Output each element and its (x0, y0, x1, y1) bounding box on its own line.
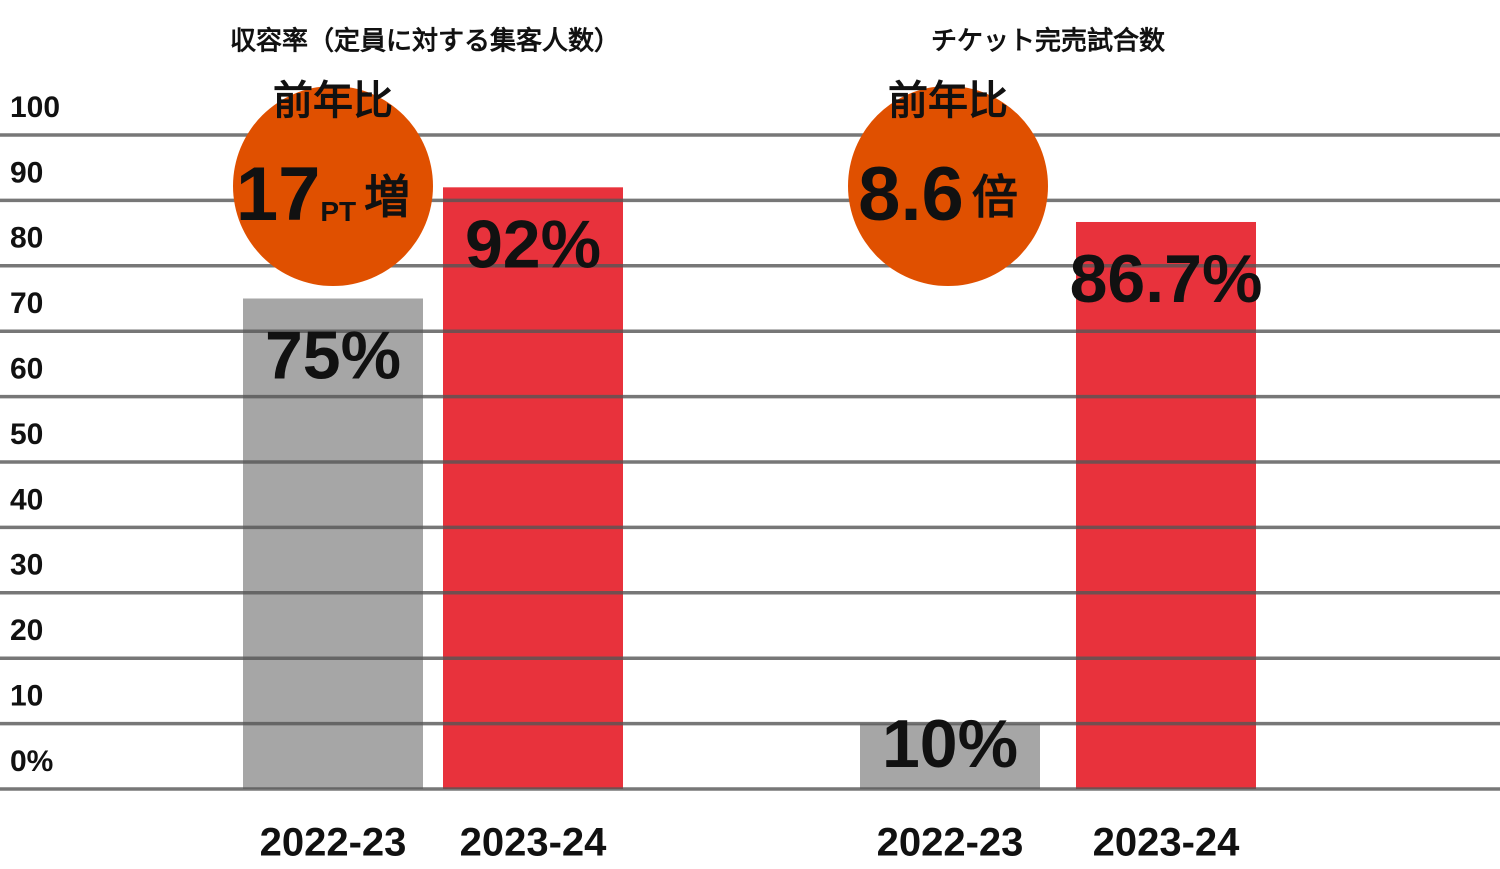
badge-number: 8.6 (858, 152, 964, 237)
badge-suffix: 増 (364, 170, 410, 224)
badge-unit: PT (320, 196, 356, 227)
y-tick-label: 70 (10, 287, 43, 320)
bar (860, 723, 1040, 789)
x-tick-label: 2023-24 (460, 821, 608, 865)
value-label: 75% (265, 317, 401, 393)
badge-circle (848, 86, 1048, 286)
y-tick-label: 10 (10, 680, 43, 713)
y-tick-label: 50 (10, 418, 43, 451)
y-tick-label: 100 (10, 91, 60, 124)
y-tick-label: 90 (10, 156, 43, 189)
bar (1076, 221, 1256, 789)
bar (243, 298, 423, 789)
badge-label: 前年比 (888, 78, 1008, 124)
x-tick-label: 2023-24 (1093, 821, 1241, 865)
badge-value: 17PT 増 (236, 152, 410, 237)
value-label: 86.7% (1070, 241, 1263, 317)
y-tick-label: 20 (10, 614, 43, 647)
y-tick-label: 60 (10, 353, 43, 386)
grid (0, 133, 1500, 791)
chart-title: 収容率（定員に対する集客人数） (230, 26, 620, 57)
bar (443, 187, 623, 789)
y-tick-label: 0% (10, 745, 53, 778)
badge-suffix: 倍 (972, 170, 1018, 224)
bars (243, 187, 1256, 789)
y-tick-label: 40 (10, 483, 43, 516)
badge-circle (233, 86, 433, 286)
value-label: 10% (882, 706, 1018, 782)
chart-title: チケット完売試合数 (931, 26, 1166, 57)
badge-label: 前年比 (273, 78, 393, 124)
badge-value: 8.6 倍 (858, 152, 1018, 237)
x-tick-label: 2022-23 (260, 821, 407, 865)
badge-number: 17 (236, 152, 321, 237)
x-tick-label: 2022-23 (877, 821, 1024, 865)
y-tick-label: 30 (10, 549, 43, 582)
overlay: 0% 10 20 30 40 50 60 70 80 90 100 収容率（定員に対する集客人数） 75… (10, 26, 1262, 865)
y-tick-label: 80 (10, 222, 43, 255)
value-label: 92% (465, 206, 601, 282)
